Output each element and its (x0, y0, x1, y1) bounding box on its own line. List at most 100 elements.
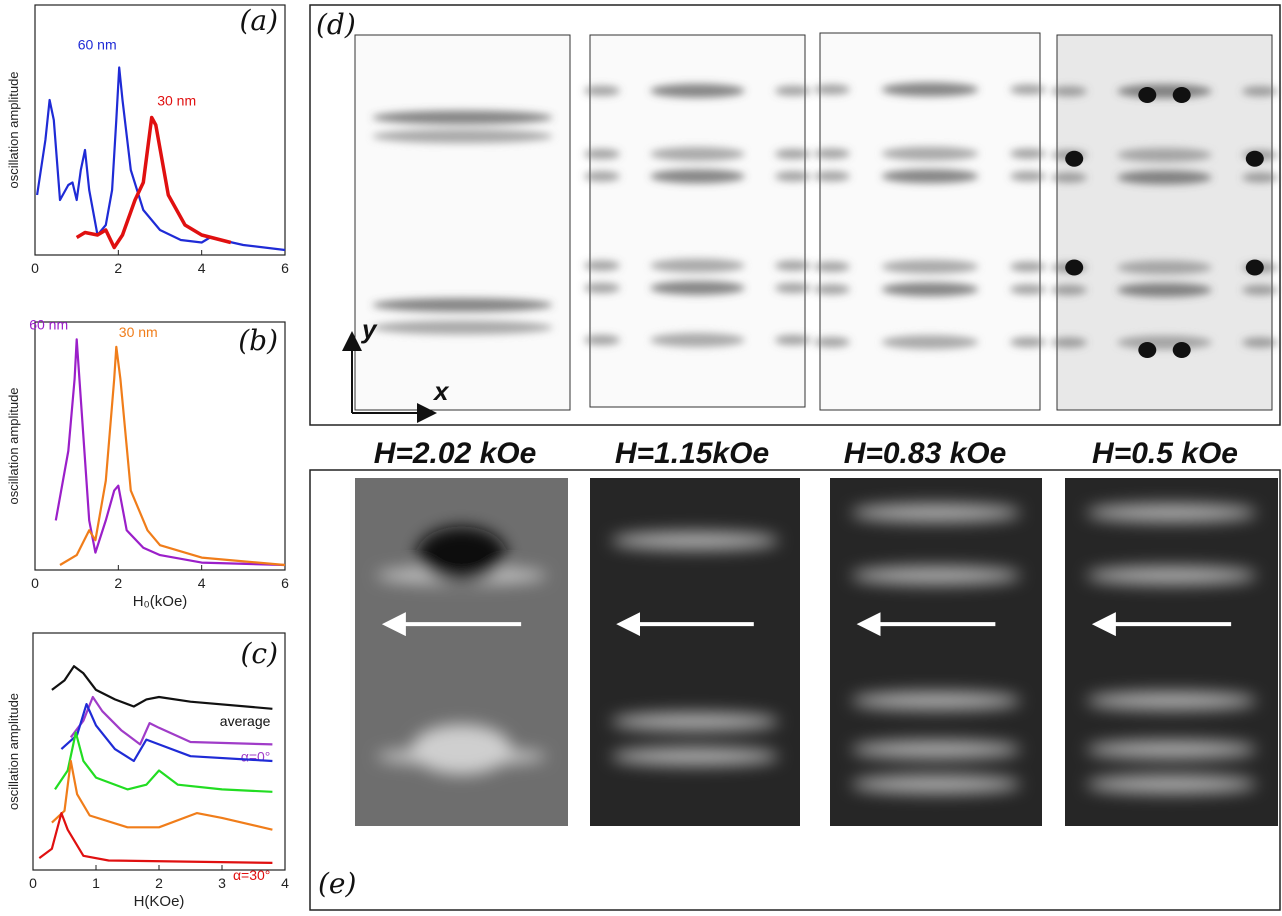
band (611, 531, 779, 550)
x-tick-label: 6 (281, 260, 289, 276)
band (1010, 337, 1046, 348)
band (1242, 285, 1278, 295)
band (1117, 283, 1212, 297)
band (775, 149, 811, 160)
panel-d-images (354, 32, 1278, 411)
band (584, 171, 620, 182)
series-label: 30 nm (119, 324, 158, 340)
spot (1245, 259, 1264, 276)
series-line (36, 66, 286, 252)
band (650, 83, 745, 98)
band (775, 171, 811, 182)
band (1010, 261, 1046, 272)
band (814, 148, 850, 159)
band (1086, 691, 1257, 710)
series-label: 60 nm (78, 37, 117, 53)
band (611, 712, 779, 731)
band (1242, 86, 1278, 97)
band (1117, 335, 1212, 350)
panel-d-frame (309, 4, 1281, 426)
band (1010, 171, 1046, 182)
x-tick-label: 0 (31, 260, 39, 276)
band (881, 146, 979, 161)
band (881, 169, 979, 184)
series-line (51, 759, 273, 831)
y-axis-label: oscillation amplitude (6, 387, 21, 504)
series-label: α=0° (241, 748, 271, 764)
plot-frame (34, 4, 286, 256)
band (416, 526, 507, 583)
band (650, 169, 745, 184)
band (1051, 172, 1087, 183)
band (372, 298, 553, 312)
field-caption: H=0.5 kOe (1092, 437, 1238, 470)
series-line (54, 338, 286, 567)
band (611, 747, 779, 766)
band (584, 149, 620, 160)
y-axis-label: oscillation amplitude (6, 71, 21, 188)
simulation-image (590, 478, 800, 826)
y-axis-label: oscillation amplitude (6, 693, 21, 810)
plot-frame (34, 321, 286, 571)
band (1242, 172, 1278, 183)
band (1242, 337, 1278, 348)
band (851, 740, 1021, 759)
band (881, 82, 979, 97)
band (775, 85, 811, 96)
series-label: 30 nm (157, 93, 196, 109)
band (814, 84, 850, 95)
panel-label: (a) (239, 4, 278, 37)
simulation-image (354, 34, 571, 411)
spot (1245, 150, 1264, 167)
band (1117, 84, 1212, 99)
band (1117, 260, 1212, 275)
axis-label: x (432, 376, 450, 406)
band (584, 282, 620, 293)
image-texture (611, 531, 779, 766)
band (650, 147, 745, 162)
band (650, 258, 745, 273)
field-caption: H=2.02 kOe (374, 437, 537, 470)
band (1010, 148, 1046, 159)
x-tick-label: 6 (281, 575, 289, 591)
band (1051, 337, 1087, 348)
band (814, 284, 850, 295)
x-tick-label: 2 (114, 260, 122, 276)
band (814, 337, 850, 348)
series-line (38, 811, 273, 864)
band (584, 85, 620, 96)
band (851, 775, 1021, 794)
spot (1065, 150, 1084, 167)
image-texture (372, 110, 553, 335)
image-texture (814, 82, 1046, 350)
band (881, 335, 979, 350)
series-line (75, 115, 232, 250)
band (1010, 284, 1046, 295)
band (650, 280, 745, 295)
band (1086, 566, 1257, 585)
series-line (60, 702, 273, 763)
spot (1172, 342, 1191, 358)
series-line (51, 665, 273, 710)
band (1117, 170, 1212, 185)
panel-label: (c) (240, 637, 278, 670)
band (372, 129, 553, 144)
band (814, 261, 850, 272)
band (881, 282, 979, 297)
x-tick-label: 4 (198, 575, 206, 591)
series-label: average (220, 713, 271, 729)
simulation-image (830, 478, 1042, 826)
band (1051, 86, 1087, 97)
image-texture (851, 503, 1021, 794)
band (814, 171, 850, 182)
x-tick-label: 2 (155, 875, 163, 891)
band (411, 724, 512, 775)
panel-e-images (355, 478, 1278, 826)
band (775, 335, 811, 346)
spot (1138, 342, 1157, 358)
band (851, 566, 1021, 585)
band (584, 335, 620, 346)
band (650, 333, 745, 348)
band (1086, 503, 1257, 522)
